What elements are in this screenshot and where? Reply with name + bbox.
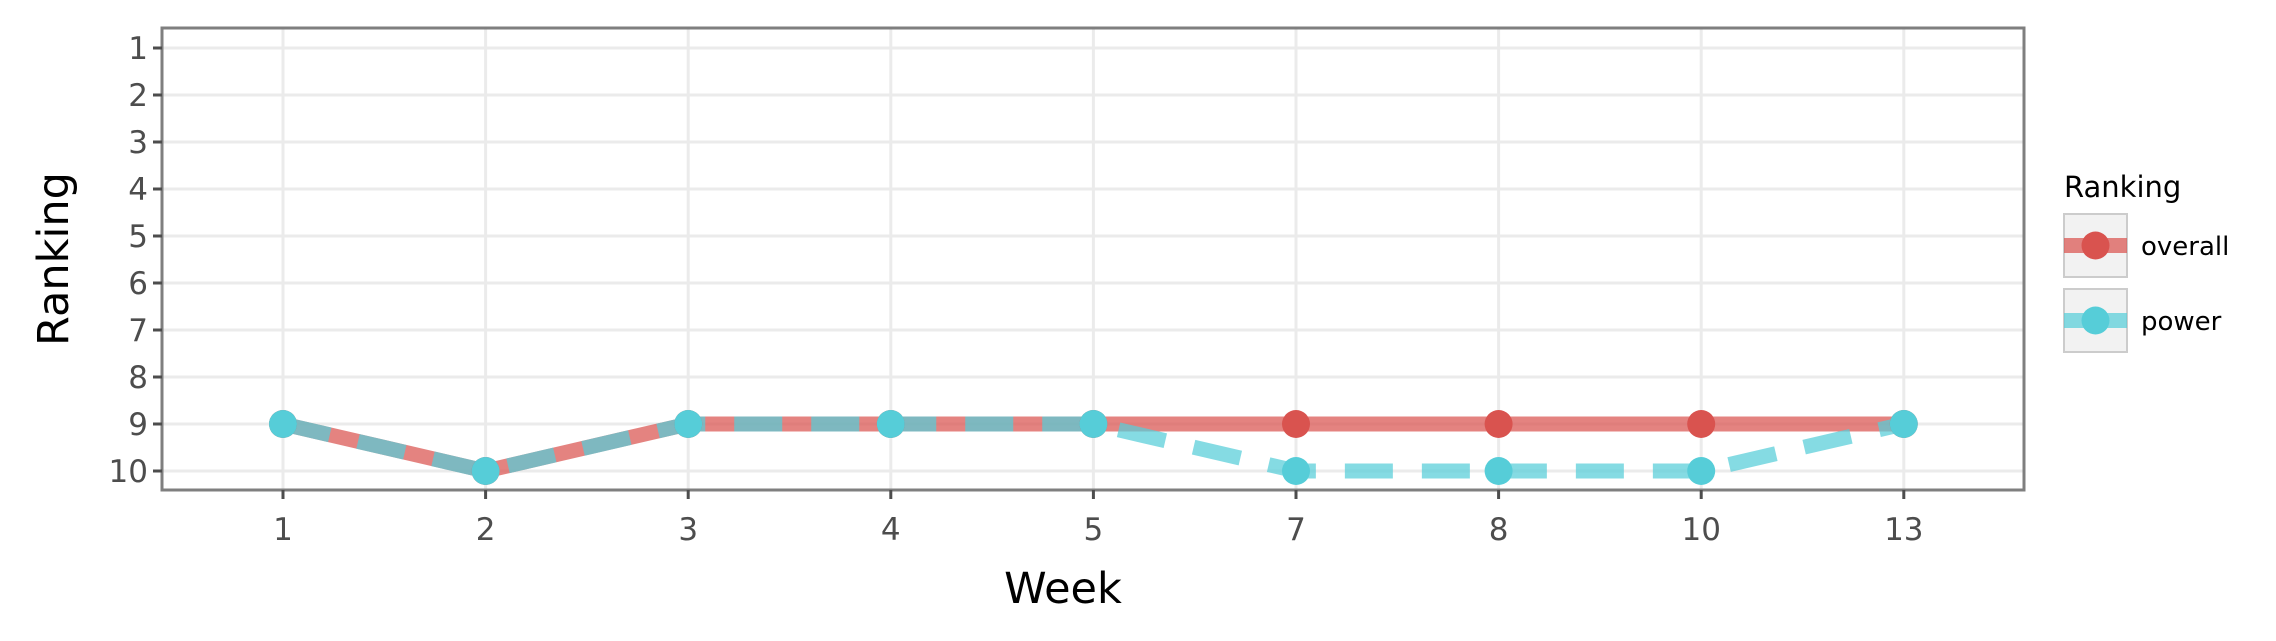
x-tick-label: 5 [1084,512,1104,548]
y-tick-label: 3 [128,125,148,161]
data-point-power [876,410,905,438]
y-tick-label: 5 [128,219,148,255]
data-point-power [1687,457,1716,485]
series-layer [269,410,1918,485]
x-tick-label: 10 [1681,512,1720,548]
y-tick-label: 1 [128,31,148,67]
y-axis-title: Ranking [29,172,79,346]
y-tick-label: 4 [128,172,148,208]
y-tick-label: 7 [128,313,148,349]
data-point-power [1889,410,1918,438]
x-tick-label: 8 [1489,512,1509,548]
y-axis: 1 2 3 4 5 6 7 8 9 10 [109,31,162,490]
data-point-overall [1687,410,1716,438]
y-tick-label: 6 [128,266,148,302]
legend-label-overall: overall [2141,232,2229,262]
series-line-power [281,416,1906,479]
x-tick-label: 3 [678,512,698,548]
legend-title: Ranking [2064,170,2181,204]
y-tick-label: 10 [109,454,148,490]
x-tick-label: 1 [273,512,293,548]
data-point-power [269,410,297,438]
x-axis: 1 2 3 4 5 7 8 10 13 [273,490,1924,548]
x-axis-title: Week [1004,564,1122,614]
y-tick-label: 9 [128,407,148,443]
legend-items: overall power [2063,213,2229,353]
legend: Ranking overall power [2063,170,2229,353]
data-point-power [1282,457,1310,485]
data-point-overall [1484,410,1513,438]
y-tick-label: 8 [128,360,148,396]
legend-marker-overall [2081,231,2110,260]
data-point-overall [1282,410,1310,438]
legend-marker-power [2081,306,2110,335]
x-tick-label: 7 [1286,512,1306,548]
x-tick-label: 13 [1884,512,1923,548]
data-point-power [471,457,500,485]
y-tick-label: 2 [128,78,148,114]
x-tick-label: 2 [476,512,496,548]
data-point-power [674,410,703,438]
data-point-power [1079,410,1108,438]
data-point-power [1484,457,1513,485]
x-tick-label: 4 [881,512,901,548]
legend-label-power: power [2141,307,2222,337]
